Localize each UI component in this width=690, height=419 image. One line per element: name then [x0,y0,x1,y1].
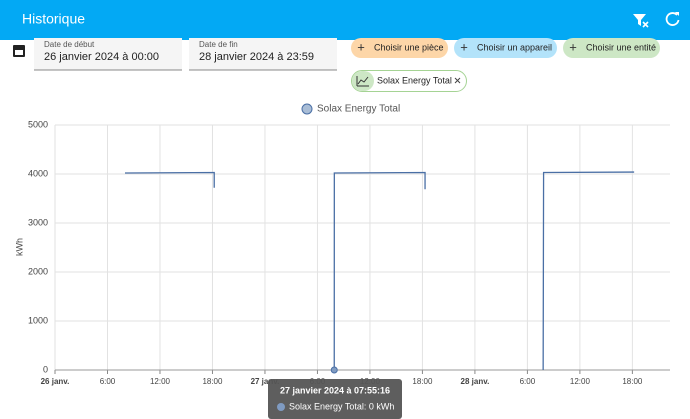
y-tick-label: 5000 [28,119,48,129]
calendar-icon [13,45,25,57]
refresh-icon [665,12,680,26]
y-axis-label: kWh [14,238,24,256]
app-bar [0,0,690,40]
chip-label: Solax Energy Total [377,75,452,85]
start-date-field[interactable]: Date de début 26 janvier 2024 à 00:00 [34,38,182,71]
device-chip[interactable]: + Choisir un appareil [454,38,557,58]
field-label: Date de fin [199,40,238,49]
legend-swatch [301,103,313,115]
field-value: 28 janvier 2024 à 23:59 [199,51,314,63]
tooltip-label: Solax Energy Total: 0 kWh [289,401,394,411]
chip-label: Choisir une pièce [374,42,444,52]
selected-entity-chip[interactable]: Solax Energy Total [351,70,467,92]
tooltip-title: 27 janvier 2024 à 07:55:16 [280,385,390,395]
x-tick-label: 18:00 [202,377,223,386]
remove-icon[interactable] [454,77,461,84]
x-tick-label: 26 janv. [41,377,70,386]
y-tick-label: 1000 [28,315,48,325]
refresh-arrow [675,12,679,16]
field-label: Date de début [44,40,95,49]
filter-remove-button[interactable] [633,14,649,28]
area-chip[interactable]: + Choisir une pièce [351,38,448,58]
y-tick-label: 4000 [28,168,48,178]
series-line [124,171,635,371]
refresh-button[interactable] [665,12,680,26]
x-tick-label: 12:00 [150,377,171,386]
entity-chip[interactable]: + Choisir une entité [563,38,660,58]
x-tick-label: 27 janv. [251,377,280,386]
plot: 0 1000 2000 3000 4000 5000 26 janv. 6:00 12:00 18… [28,103,670,386]
plus-icon: + [460,39,468,54]
x-tick-label: 28 janv. [461,377,490,386]
x-tick-label: 12:00 [570,377,591,386]
legend-label: Solax Energy Total [317,104,400,115]
tooltip-swatch [277,403,285,411]
filter-icon [633,14,646,26]
legend-item: Solax Energy Total [301,103,400,115]
chip-bg [351,70,467,92]
plus-icon: + [357,39,365,54]
tooltip: 27 janvier 2024 à 07:55:16 Solax Energy … [268,379,402,419]
x-tick-label: 6:00 [100,377,116,386]
y-tick-label: 3000 [28,217,48,227]
plus-icon: + [569,39,577,54]
field-bg [34,38,182,70]
hover-point [330,366,338,374]
x-tick-label: 6:00 [520,377,536,386]
x-tick-label: 18:00 [622,377,643,386]
y-tick-label: 0 [43,364,48,374]
page-title: Historique [22,11,85,27]
chip-bg [351,38,448,58]
y-tick-label: 2000 [28,266,48,276]
chip-label: Choisir une entité [586,42,656,52]
field-value: 26 janvier 2024 à 00:00 [44,51,159,63]
x-icon [642,21,649,28]
chip-label: Choisir un appareil [477,42,552,52]
chip-bg [563,38,660,58]
x-tick-label: 18:00 [412,377,433,386]
end-date-field[interactable]: Date de fin 28 janvier 2024 à 23:59 [189,38,337,71]
chip-bg [454,38,557,58]
tooltip-bg [268,379,402,419]
chart-icon [356,76,369,87]
field-bg [189,38,337,70]
